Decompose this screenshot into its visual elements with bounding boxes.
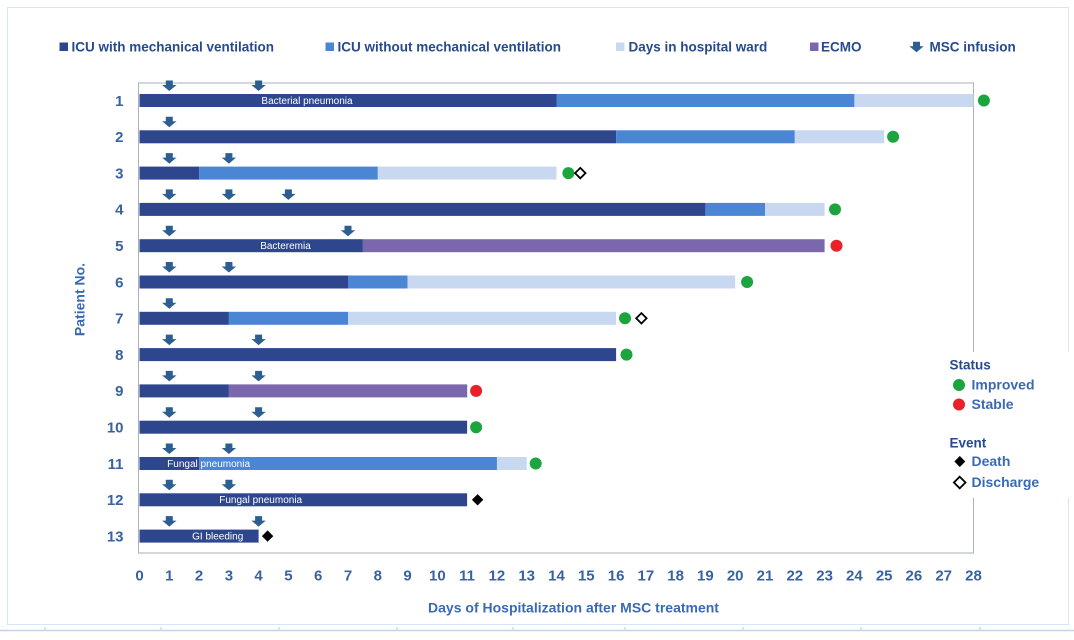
svg-text:28: 28 xyxy=(965,568,982,585)
svg-text:GI bleeding: GI bleeding xyxy=(192,532,243,543)
svg-text:10: 10 xyxy=(107,420,124,437)
svg-text:Fungal pneumonia: Fungal pneumonia xyxy=(219,495,302,506)
svg-text:25: 25 xyxy=(876,568,893,585)
svg-text:20: 20 xyxy=(727,568,744,585)
svg-text:11: 11 xyxy=(108,456,124,473)
svg-text:10: 10 xyxy=(429,568,446,585)
svg-text:13: 13 xyxy=(518,568,535,585)
svg-text:Days in hospital ward: Days in hospital ward xyxy=(629,40,768,55)
svg-text:12: 12 xyxy=(107,492,124,509)
svg-text:7: 7 xyxy=(115,311,123,328)
svg-text:26: 26 xyxy=(906,568,923,585)
svg-text:0: 0 xyxy=(135,568,143,585)
svg-text:Bacteremia: Bacteremia xyxy=(260,241,311,252)
svg-text:24: 24 xyxy=(846,568,863,585)
svg-text:23: 23 xyxy=(816,568,833,585)
svg-text:ICU without mechanical ventila: ICU without mechanical ventilation xyxy=(338,40,562,55)
svg-text:Days of Hospitalization after: Days of Hospitalization after MSC treatm… xyxy=(428,600,719,616)
svg-text:Status: Status xyxy=(950,358,991,373)
svg-text:3: 3 xyxy=(115,165,123,182)
svg-text:8: 8 xyxy=(374,568,382,585)
svg-text:17: 17 xyxy=(638,568,655,585)
svg-text:Event: Event xyxy=(950,436,987,451)
svg-text:5: 5 xyxy=(115,238,123,255)
svg-text:19: 19 xyxy=(697,568,714,585)
svg-text:2: 2 xyxy=(115,129,123,146)
svg-text:5: 5 xyxy=(284,568,292,585)
svg-text:1: 1 xyxy=(115,93,123,110)
svg-text:Death: Death xyxy=(972,453,1011,469)
svg-text:27: 27 xyxy=(935,568,952,585)
svg-text:Patient No.: Patient No. xyxy=(72,263,88,336)
svg-text:Discharge: Discharge xyxy=(972,474,1040,490)
svg-text:Bacterial pneumonia: Bacterial pneumonia xyxy=(261,96,353,107)
svg-text:3: 3 xyxy=(225,568,233,585)
svg-text:13: 13 xyxy=(107,528,124,545)
svg-text:ECMO: ECMO xyxy=(821,40,862,55)
svg-text:Improved: Improved xyxy=(972,377,1035,393)
svg-text:ICU with mechanical ventilatio: ICU with mechanical ventilation xyxy=(72,40,275,55)
svg-text:6: 6 xyxy=(115,274,123,291)
svg-text:MSC infusion: MSC infusion xyxy=(930,40,1016,55)
svg-text:Stable: Stable xyxy=(972,396,1014,412)
svg-text:Fungal pneumonia: Fungal pneumonia xyxy=(167,459,250,470)
svg-text:11: 11 xyxy=(459,568,475,585)
svg-text:21: 21 xyxy=(757,568,774,585)
svg-text:22: 22 xyxy=(786,568,803,585)
svg-text:2: 2 xyxy=(195,568,203,585)
svg-text:18: 18 xyxy=(667,568,684,585)
svg-text:14: 14 xyxy=(548,568,565,585)
svg-text:1: 1 xyxy=(165,568,173,585)
svg-text:6: 6 xyxy=(314,568,322,585)
svg-text:8: 8 xyxy=(115,347,123,364)
svg-text:9: 9 xyxy=(403,568,411,585)
svg-text:9: 9 xyxy=(115,383,123,400)
svg-text:16: 16 xyxy=(608,568,625,585)
svg-text:4: 4 xyxy=(115,202,124,219)
svg-text:7: 7 xyxy=(344,568,352,585)
svg-text:15: 15 xyxy=(578,568,595,585)
svg-text:4: 4 xyxy=(254,568,263,585)
svg-text:12: 12 xyxy=(489,568,506,585)
